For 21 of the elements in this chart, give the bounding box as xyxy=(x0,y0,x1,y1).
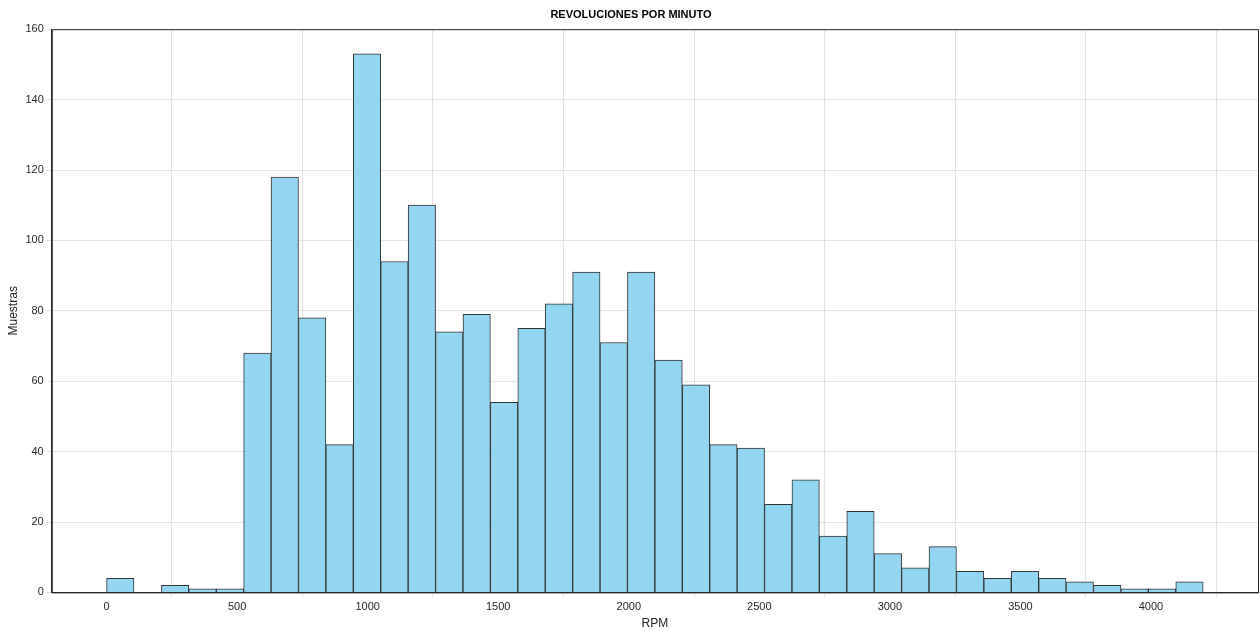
x-axis-title: RPM xyxy=(641,616,669,631)
y-tick-label: 60 xyxy=(31,374,44,387)
x-tick-label: 2000 xyxy=(616,600,642,613)
y-tick-label: 0 xyxy=(37,585,44,598)
x-tick-label: 0 xyxy=(103,600,110,613)
chart-title: REVOLUCIONES POR MINUTO xyxy=(550,7,713,20)
y-tick-label: 40 xyxy=(31,444,44,457)
x-tick-label: 1500 xyxy=(485,600,511,613)
x-tick-label: 500 xyxy=(227,600,247,613)
y-axis-title: Muestras xyxy=(5,286,20,336)
y-tick-label: 120 xyxy=(25,163,44,176)
x-tick-label: 2500 xyxy=(747,600,772,613)
x-tick-label: 4000 xyxy=(1138,600,1164,613)
y-tick-label: 160 xyxy=(25,22,44,35)
x-tick-label: 3000 xyxy=(877,600,903,613)
x-tick-label: 3500 xyxy=(1008,600,1033,613)
x-tick-label: 1000 xyxy=(355,600,380,613)
y-tick-label: 80 xyxy=(31,303,44,316)
y-tick-label: 20 xyxy=(31,515,44,528)
y-tick-label: 140 xyxy=(25,92,44,105)
y-tick-label: 100 xyxy=(25,233,44,246)
